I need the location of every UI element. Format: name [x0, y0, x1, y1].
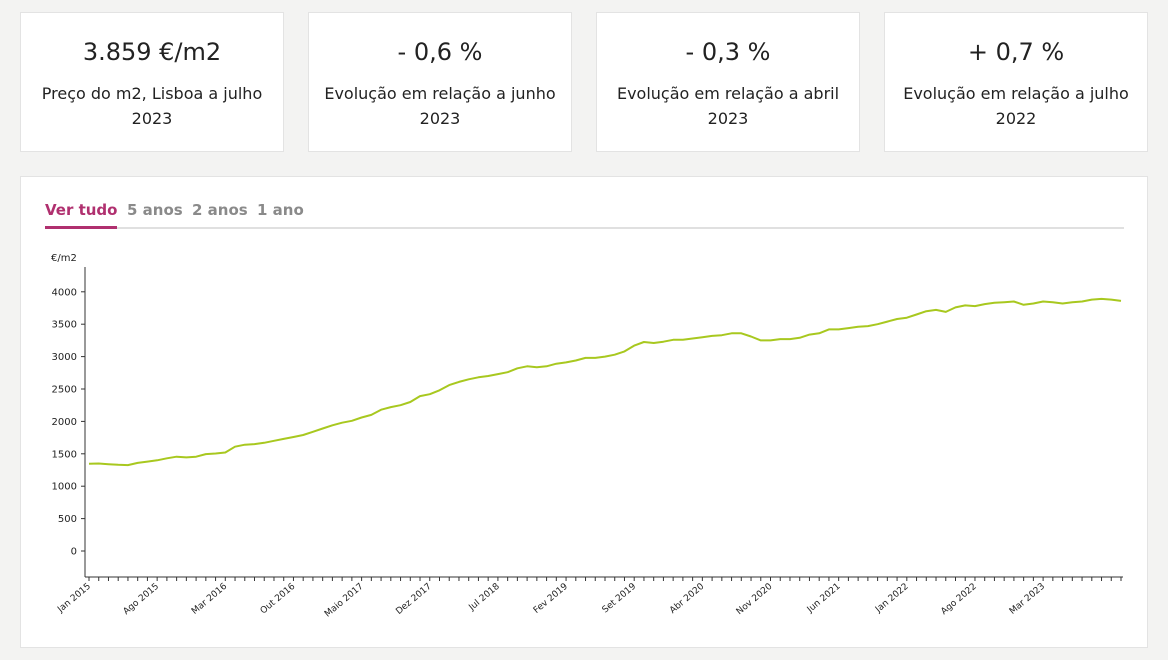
- x-tick-label: Ago 2015: [122, 582, 161, 617]
- stat-card-monthly-change: - 0,6 % Evolução em relação a junho 2023: [308, 12, 572, 152]
- y-tick-label: 2000: [52, 417, 77, 428]
- y-tick-label: 500: [58, 514, 77, 525]
- series-line: [88, 297, 1122, 467]
- x-tick-label: Mar 2016: [190, 581, 229, 616]
- x-tick-label: Ago 2022: [939, 582, 978, 617]
- x-tick-label: Mar 2023: [1008, 582, 1047, 617]
- stat-value: + 0,7 %: [967, 38, 1065, 66]
- stat-label: Evolução em relação a junho 2023: [324, 84, 556, 128]
- x-tick-label: Jan 2015: [55, 582, 93, 616]
- chart-panel: Ver tudo 5 anos 2 anos 1 ano €/m2 0 500 100…: [20, 176, 1148, 648]
- tab-5-years[interactable]: 5 anos: [127, 201, 183, 219]
- y-tick-label: 3500: [52, 320, 77, 331]
- tab-all[interactable]: Ver tudo: [45, 201, 118, 229]
- x-tick-label: Out 2016: [259, 581, 298, 616]
- stat-value: - 0,6 %: [397, 38, 483, 66]
- tab-2-years[interactable]: 2 anos: [192, 201, 248, 219]
- stat-label: Evolução em relação a julho 2022: [903, 84, 1129, 128]
- stat-card-yearly-change: + 0,7 % Evolução em relação a julho 2022: [884, 12, 1148, 152]
- y-tick-label: 2500: [52, 385, 77, 396]
- y-tick-label: 1000: [52, 482, 77, 493]
- stat-card-price: 3.859 €/m2 Preço do m2, Lisboa a julho 2…: [20, 12, 284, 152]
- stat-card-quarterly-change: - 0,3 % Evolução em relação a abril 2023: [596, 12, 860, 152]
- period-tabs: Ver tudo 5 anos 2 anos 1 ano: [45, 201, 1124, 229]
- x-tick-label: Maio 2017: [323, 582, 365, 620]
- tab-1-year[interactable]: 1 ano: [257, 201, 304, 219]
- x-tick-label: Nov 2020: [735, 581, 775, 617]
- x-tick-label: Set 2019: [601, 581, 639, 615]
- x-tick-label: Jun 2021: [805, 582, 843, 616]
- price-line-chart: €/m2 0 500 1000 1500 2000 2500 3000 3500 4000 Jan …: [51, 253, 1123, 620]
- y-tick-label: 1500: [52, 449, 77, 460]
- y-tick-label: 4000: [52, 287, 77, 298]
- stat-value: - 0,3 %: [685, 38, 771, 66]
- y-tick-label: 3000: [52, 352, 77, 363]
- x-tick-label: Fev 2019: [532, 581, 570, 615]
- x-tick-label: Dez 2017: [394, 582, 433, 617]
- y-axis-label: €/m2: [51, 253, 77, 264]
- x-tick-label: Abr 2020: [668, 581, 706, 615]
- stat-label: Evolução em relação a abril 2023: [616, 84, 840, 128]
- stat-value: 3.859 €/m2: [82, 38, 222, 66]
- x-tick-label: Jan 2022: [873, 582, 911, 616]
- stat-label: Preço do m2, Lisboa a julho 2023: [41, 84, 263, 128]
- y-tick-label: 0: [71, 547, 77, 558]
- x-tick-label: Jul 2018: [467, 581, 502, 613]
